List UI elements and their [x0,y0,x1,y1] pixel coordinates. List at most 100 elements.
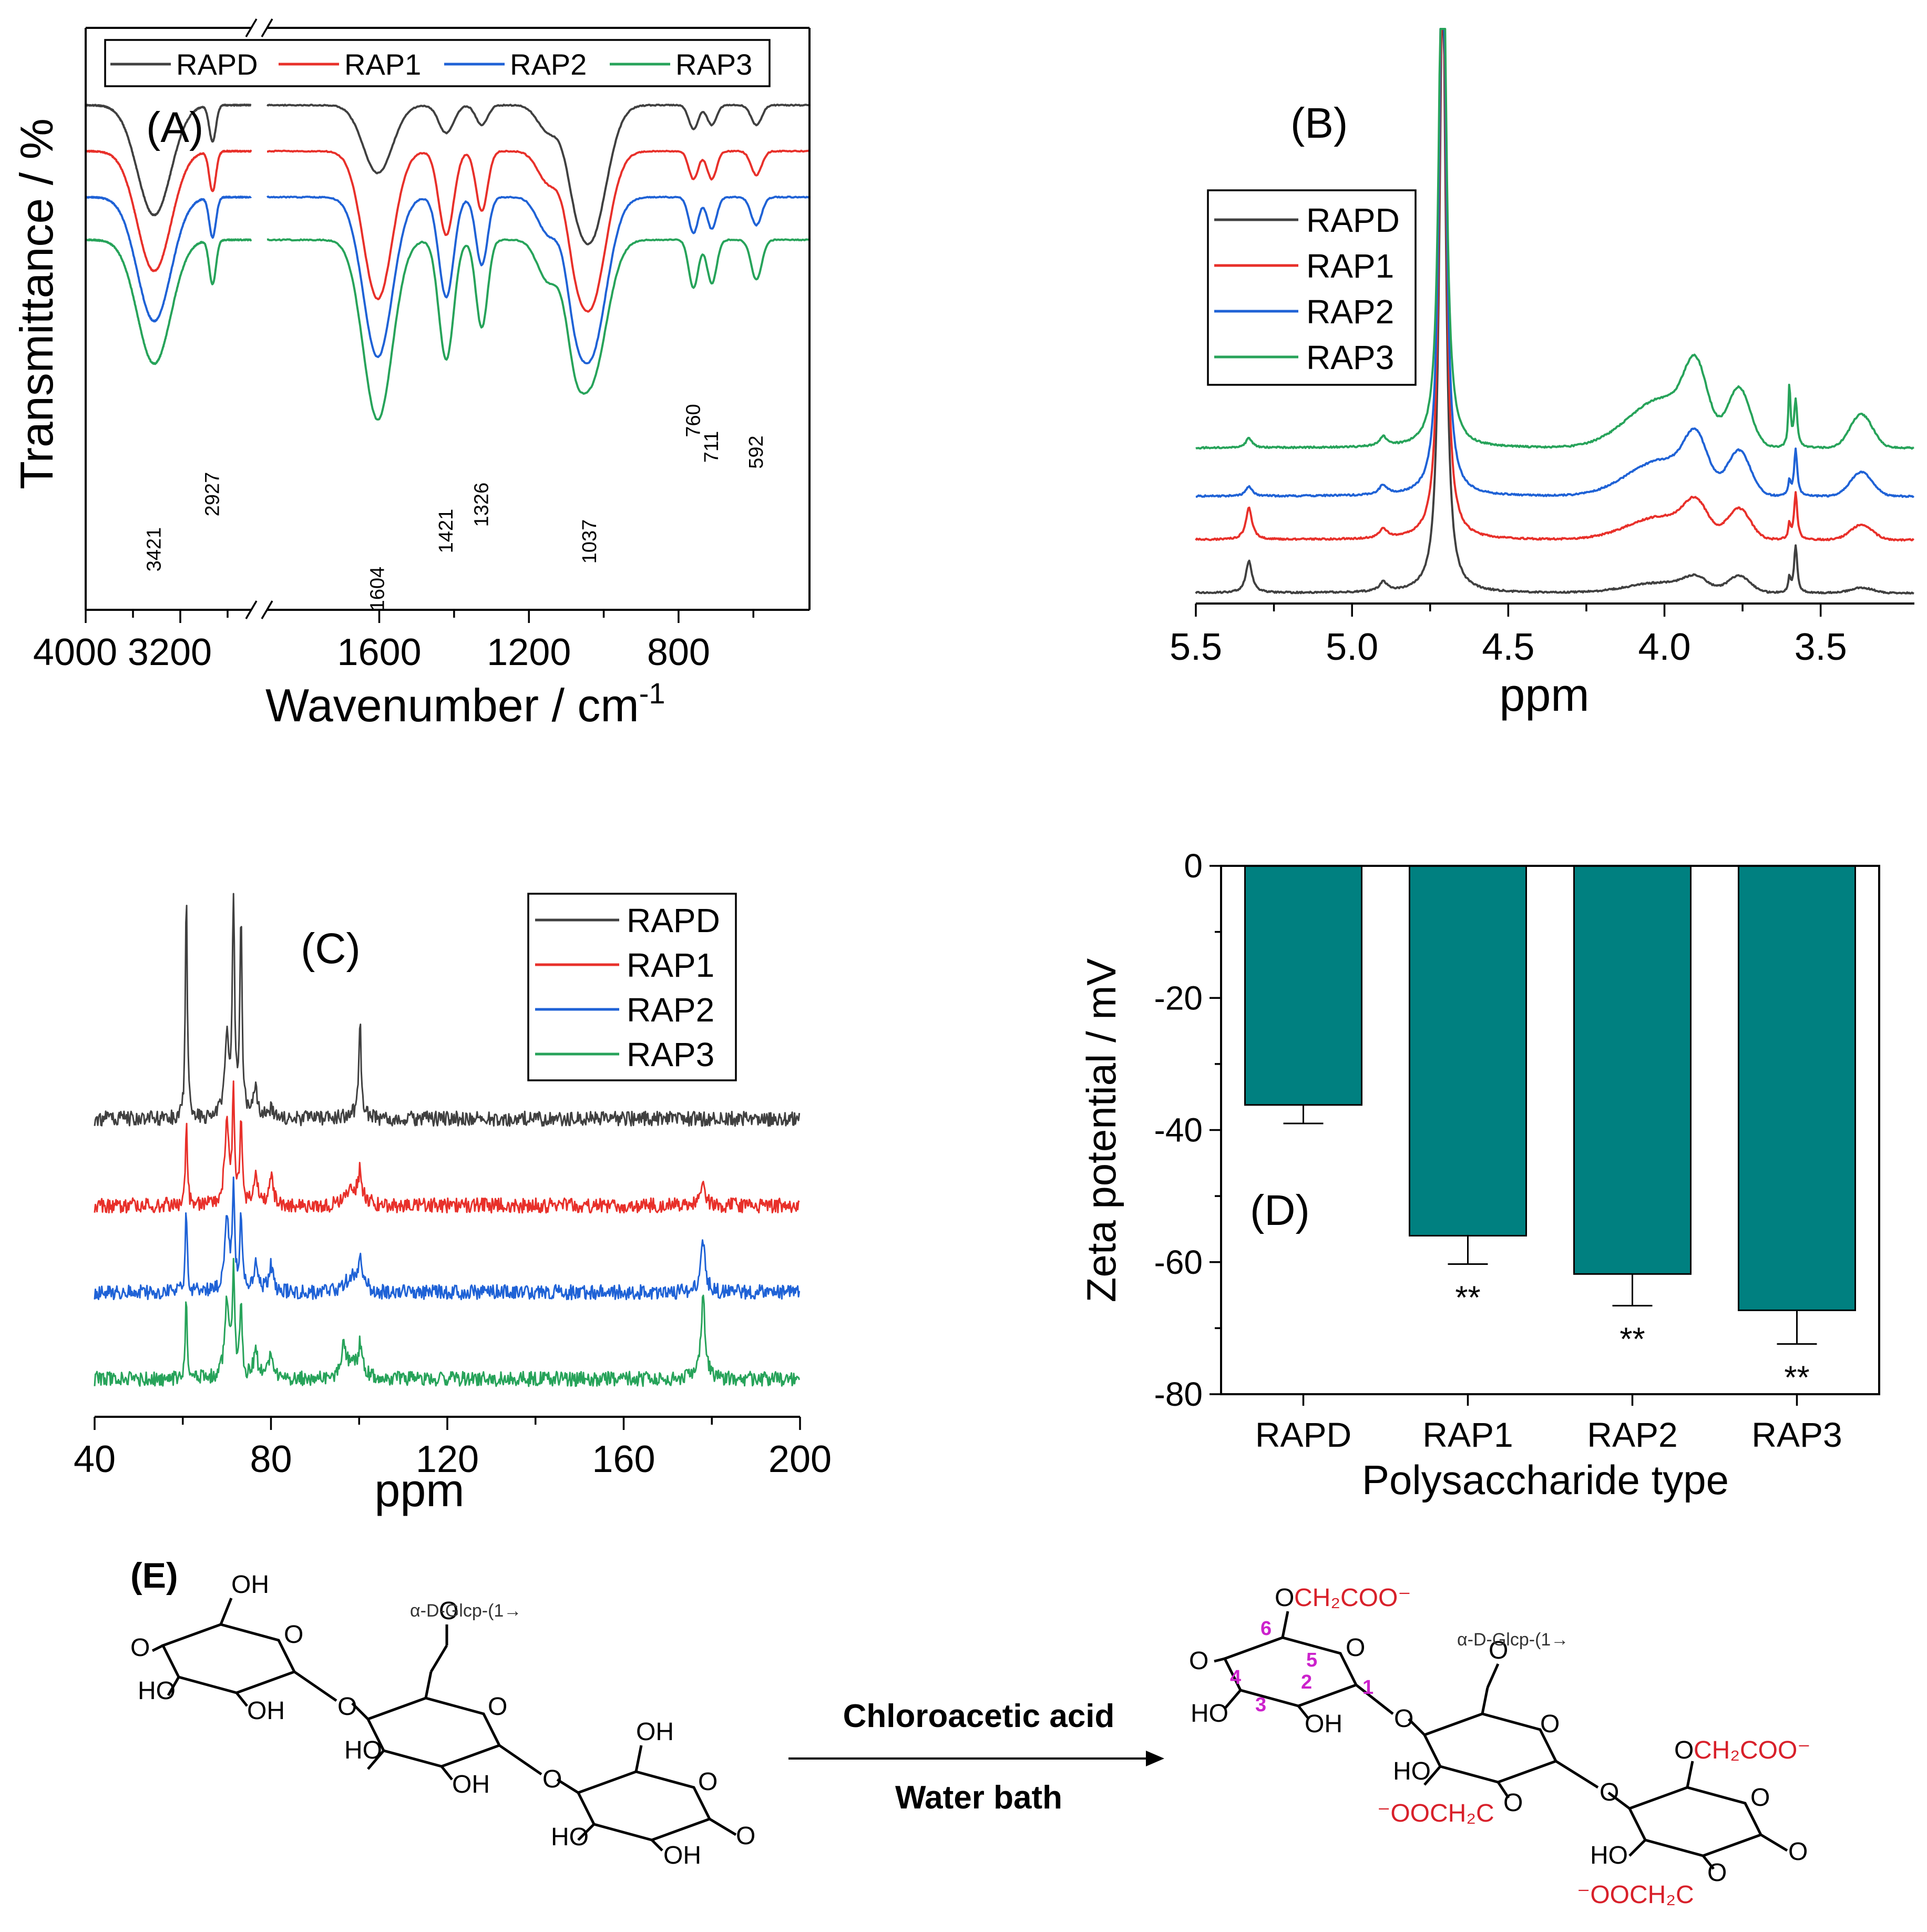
svg-text:O: O [1600,1778,1619,1806]
ftir-peak-label: 1604 [367,567,389,611]
branch-label-left: α-D-Glcp-(1→ [410,1601,521,1621]
zeta-x-axis-label: Polysaccharide type [1362,1457,1729,1503]
zeta-bar-rap2 [1573,865,1692,1275]
h-nmr-legend-label-rapd: RAPD [1306,201,1400,239]
svg-text:OH: OH [663,1842,701,1869]
reaction-arrow [788,1751,1164,1766]
svg-text:HO: HO [1191,1700,1228,1727]
c-nmr-curves [94,893,801,1387]
svg-text:⁻OOCH₂C: ⁻OOCH₂C [1577,1881,1694,1909]
h-nmr-x-tick-label: 3.5 [1795,626,1847,668]
condition-label: Water bath [895,1780,1062,1816]
ftir-x-tick-label: 4000 [33,631,117,673]
zeta-significance-mark: ** [1784,1360,1809,1396]
h-nmr-x-tick-label: 5.5 [1170,626,1222,668]
ftir-peak-label: 592 [745,435,767,468]
svg-text:4: 4 [1230,1667,1241,1689]
reactant-labels: OH O O HO OH O HO O O OH O OH O HO OH O [130,1571,755,1869]
h-nmr-x-tick-label: 4.0 [1638,626,1690,668]
zeta-panel: RAPD ** RAP1 ** RAP2 ** RAP3 0 -20 -40 -60 -80 (D)… [1078,847,1880,1503]
h-nmr-curve-rap1 [1195,28,1915,541]
svg-text:O: O [1788,1838,1808,1866]
c-nmr-curve-rap2 [94,1176,801,1301]
svg-text:⁻OOCH₂C: ⁻OOCH₂C [1377,1800,1494,1827]
h-nmr-curve-rap3 [1195,28,1915,450]
product-labels: O CH₂COO⁻ O O HO OH O O O HO O ⁻OOCH₂C O… [1189,1584,1811,1909]
zeta-x-tick-label: RAP3 [1751,1415,1842,1454]
product-structure [1214,1611,1788,1870]
c-nmr-x-axis-label: ppm [374,1464,464,1516]
svg-text:3: 3 [1255,1694,1266,1716]
zeta-y-tick-label: -40 [1154,1111,1203,1149]
h-nmr-legend: RAPD RAP1 RAP2 RAP3 [1207,189,1417,386]
ftir-legend-label-rap3: RAP3 [675,48,752,81]
c-nmr-curve-rapd [94,893,801,1127]
scheme-panel-label: (E) [130,1556,178,1596]
ftir-curve-rap3-segment-0 [85,238,252,365]
svg-text:O: O [1346,1634,1365,1662]
svg-text:1: 1 [1362,1677,1374,1699]
svg-text:HO: HO [1393,1757,1431,1785]
c-nmr-panel: 40 80 120 160 200 ppm (C) RAPD RAP1 RAP2 RAP3 [74,893,832,1516]
reaction-scheme: (E) OH [130,1556,1811,1909]
svg-text:HO: HO [1590,1842,1628,1869]
svg-text:O: O [337,1693,357,1721]
h-nmr-curve-rapd [1195,28,1914,595]
zeta-x-tick-label: RAP1 [1422,1415,1513,1454]
ftir-curve-rap2-segment-1 [266,196,810,364]
h-nmr-x-tick-label: 5.0 [1326,626,1378,668]
c-nmr-legend-label-rap2: RAP2 [627,991,714,1029]
svg-text:6: 6 [1260,1618,1272,1640]
c-nmr-panel-label: (C) [301,925,361,973]
c-nmr-x-tick-label: 160 [592,1438,655,1480]
svg-text:O: O [1750,1784,1770,1812]
zeta-bar-rap3 [1738,865,1856,1311]
ftir-curve-rap2-segment-0 [85,196,252,323]
h-nmr-x-ticks: 5.5 5.0 4.5 4.0 3.5 [1170,604,1847,668]
ftir-axis-break-top [245,18,273,37]
svg-text:O: O [284,1621,303,1649]
svg-text:O: O [542,1765,562,1793]
zeta-significance-mark: ** [1620,1322,1645,1358]
svg-text:O: O [1540,1710,1560,1738]
ftir-panel-label: (A) [146,104,203,151]
zeta-bars: RAPD ** RAP1 ** RAP2 ** RAP3 [1244,865,1856,1454]
svg-text:O: O [130,1634,150,1662]
carbon-numbering: 1 2 3 4 5 6 [1230,1618,1374,1716]
zeta-x-tick-label: RAPD [1255,1415,1351,1454]
ftir-x-tick-label: 1600 [337,631,421,673]
ftir-x-tick-label: 1200 [487,631,571,673]
ftir-curve-rapd-segment-1 [266,104,809,246]
h-nmr-legend-label-rap3: RAP3 [1306,339,1394,376]
ftir-peak-label: 760 [682,404,704,437]
svg-text:CH₂COO⁻: CH₂COO⁻ [1294,1584,1411,1612]
ftir-curve-rap1-segment-0 [85,149,252,272]
reagent-label: Chloroacetic acid [843,1698,1115,1734]
svg-text:5: 5 [1306,1649,1317,1671]
reactant-structure [151,1598,737,1852]
ftir-curve-rap1-segment-1 [267,149,810,313]
ftir-x-tick-label: 3200 [128,631,212,673]
zeta-y-tick-label: 0 [1184,847,1203,885]
svg-text:O: O [488,1693,507,1721]
ftir-legend-label-rap2: RAP2 [510,48,587,81]
c-nmr-legend-label-rap1: RAP1 [627,946,714,984]
ftir-y-axis-label: Transmittance / % [11,118,63,489]
zeta-y-tick-label: -60 [1154,1243,1203,1281]
svg-text:O: O [1489,1637,1508,1664]
ftir-curve-rap3-segment-1 [266,238,809,421]
ftir-axis-break-bottom [245,600,273,619]
svg-text:HO: HO [138,1677,176,1705]
ftir-x-axis-label: Wavenumber / cm-1 [265,677,665,731]
zeta-bar-rapd [1244,865,1362,1106]
ftir-peak-label: 1037 [579,519,601,564]
c-nmr-curve-rap1 [94,1080,800,1214]
svg-text:HO: HO [551,1823,589,1851]
svg-text:O: O [1275,1584,1294,1612]
zeta-significance-mark: ** [1455,1280,1480,1316]
svg-text:OH: OH [1305,1710,1342,1738]
zeta-x-tick-label: RAP2 [1587,1415,1677,1454]
h-nmr-legend-label-rap2: RAP2 [1306,293,1394,331]
svg-text:O: O [1503,1789,1523,1817]
